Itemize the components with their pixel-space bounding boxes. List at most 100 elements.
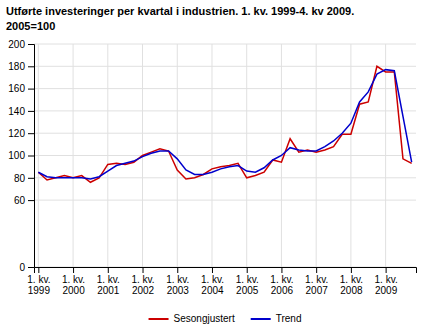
- legend-item: Trend: [251, 313, 302, 324]
- grid-line-y: [34, 44, 416, 45]
- x-tick-label-line: 1. kv.: [97, 274, 120, 285]
- y-tick-mark: [28, 111, 34, 112]
- x-tick-label-line: 1. kv.: [62, 274, 85, 285]
- series-line: [38, 66, 411, 182]
- grid-line-y: [34, 88, 416, 89]
- x-tick-label-line: 1. kv.: [270, 274, 293, 285]
- x-tick: 1. kv.2008: [340, 267, 363, 296]
- x-tick: 1. kv.2006: [270, 267, 293, 296]
- x-tick-label-line: 2002: [132, 285, 155, 296]
- x-tick-label: 1. kv.2002: [131, 274, 154, 296]
- x-tick-label-line: 2000: [62, 285, 85, 296]
- x-tick-label-line: 1. kv.: [166, 274, 189, 285]
- grid-line-x: [38, 44, 39, 267]
- legend-swatch: [149, 318, 169, 320]
- x-tick-label: 1. kv.2008: [340, 274, 363, 296]
- x-tick: 1. kv.2007: [305, 267, 328, 296]
- x-tick-label: 1. kv.2006: [270, 274, 293, 296]
- lines: [38, 66, 411, 182]
- x-tick-label-line: 1. kv.: [201, 274, 224, 285]
- x-tick-label-line: 1999: [28, 285, 51, 296]
- x-tick-label-line: 2009: [375, 285, 398, 296]
- x-tick-label: 1. kv.2005: [236, 274, 259, 296]
- x-tick-label-line: 1. kv.: [375, 274, 398, 285]
- grid-line-y: [34, 66, 416, 67]
- x-tick-mark: [351, 267, 352, 273]
- x-tick-label: 1. kv.2004: [201, 274, 224, 296]
- grid-line-y: [34, 200, 416, 201]
- plot-area: 060801001201401601802001. kv.19991. kv.2…: [8, 39, 416, 296]
- grid-line-x: [73, 44, 74, 267]
- legend-item: Sesongjustert: [149, 313, 235, 324]
- x-tick-label-line: 2003: [167, 285, 190, 296]
- grid-line-y: [34, 110, 416, 111]
- chart-svg: Utførte investeringer per kvartal i indu…: [0, 0, 428, 329]
- x-tick-mark: [108, 267, 109, 273]
- x-tick-label-line: 1. kv.: [305, 274, 328, 285]
- y-tick: 160: [8, 83, 34, 94]
- y-tick: 200: [8, 39, 34, 50]
- x-tick-mark: [316, 267, 317, 273]
- y-tick: 0: [19, 262, 34, 273]
- x-tick-label-line: 1. kv.: [131, 274, 154, 285]
- axis-domain: [35, 268, 417, 274]
- grid-line-x: [316, 44, 317, 267]
- y-tick-mark: [28, 133, 34, 134]
- x-tick: 1. kv.2001: [97, 267, 120, 296]
- x-tick-label-line: 2007: [306, 285, 329, 296]
- grid-line-x: [385, 44, 386, 267]
- grid-line-x: [107, 44, 108, 267]
- grid-line-y: [34, 133, 416, 134]
- x-tick: 1. kv.2004: [201, 267, 224, 296]
- x-tick: 1. kv.2003: [166, 267, 189, 296]
- x-tick-label-line: 2004: [201, 285, 224, 296]
- chart-title: Utførte investeringer per kvartal i indu…: [6, 5, 354, 17]
- x-tick-mark: [38, 267, 39, 273]
- y-tick-mark: [28, 200, 34, 201]
- y-tick-mark: [28, 66, 34, 67]
- y-tick-label: 100: [8, 150, 25, 161]
- y-tick: 140: [8, 106, 34, 117]
- grid-line-x: [211, 44, 212, 267]
- y-tick-mark: [28, 267, 34, 268]
- y-tick-label: 140: [8, 106, 25, 117]
- legend-label: Sesongjustert: [174, 313, 235, 324]
- x-tick: 1. kv.1999: [27, 267, 50, 296]
- x-tick-mark: [73, 267, 74, 273]
- y-tick: 180: [8, 61, 34, 72]
- axis-domain: [28, 45, 35, 268]
- x-tick-label-line: 1. kv.: [236, 274, 259, 285]
- series-line: [38, 70, 411, 179]
- x-tick-mark: [177, 267, 178, 273]
- x-tick-label-line: 1. kv.: [27, 274, 50, 285]
- y-tick-mark: [28, 178, 34, 179]
- y-tick: 80: [14, 173, 34, 184]
- chart-container: Utførte investeringer per kvartal i indu…: [0, 0, 428, 329]
- y-tick: 60: [14, 195, 34, 206]
- x-tick-label-line: 2006: [271, 285, 294, 296]
- legend-label: Trend: [276, 313, 302, 324]
- chart-subtitle: 2005=100: [6, 20, 55, 32]
- x-tick: 1. kv.2002: [131, 267, 154, 296]
- x-tick-mark: [212, 267, 213, 273]
- x-tick: 1. kv.2009: [375, 267, 398, 296]
- grid: [34, 44, 416, 267]
- x-tick-mark: [386, 267, 387, 273]
- y-tick-label: 60: [14, 195, 26, 206]
- x-tick-label: 1. kv.2001: [97, 274, 120, 296]
- x-tick: 1. kv.2000: [62, 267, 85, 296]
- x-tick-label-line: 1. kv.: [340, 274, 363, 285]
- y-tick-mark: [28, 89, 34, 90]
- grid-line-y: [34, 155, 416, 156]
- grid-line-x: [246, 44, 247, 267]
- y-tick-label: 200: [8, 39, 25, 50]
- grid-line-x: [177, 44, 178, 267]
- y-tick-mark: [28, 156, 34, 157]
- x-tick-label-line: 2008: [340, 285, 363, 296]
- x-tick-mark: [247, 267, 248, 273]
- y-tick-label: 0: [19, 262, 25, 273]
- x-tick-label: 1. kv.2003: [166, 274, 189, 296]
- x-tick-label: 1. kv.2007: [305, 274, 328, 296]
- x-tick-mark: [143, 267, 144, 273]
- x-tick: 1. kv.2005: [236, 267, 259, 296]
